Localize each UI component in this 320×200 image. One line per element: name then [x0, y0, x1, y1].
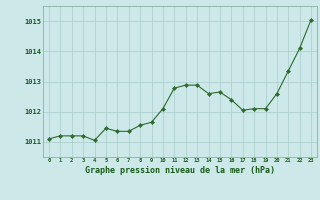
X-axis label: Graphe pression niveau de la mer (hPa): Graphe pression niveau de la mer (hPa)	[85, 166, 275, 175]
